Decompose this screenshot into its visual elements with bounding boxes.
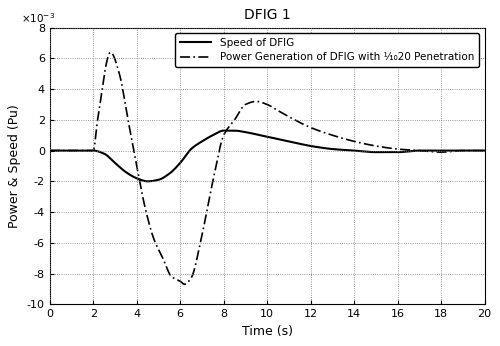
Power Generation of DFIG with ⅒20 Penetration [426,149,432,154]
Y-axis label: Power & Speed (Pu): Power & Speed (Pu) [8,104,22,228]
Title: DFIG 1: DFIG 1 [244,8,290,22]
Line: Speed of DFIG: Speed of DFIG [50,131,484,181]
Text: $\times10^{-3}$: $\times10^{-3}$ [22,11,56,25]
Speed of DFIG [144,179,150,183]
Power Generation of DFIG with ⅒20 Penetration [232,116,238,120]
Power Generation of DFIG with ⅒20 Penetration [474,148,480,153]
Power Generation of DFIG with ⅒20 Penetration [108,50,114,54]
Power Generation of DFIG with ⅒20 Penetration [214,160,220,164]
Speed of DFIG [96,150,102,154]
Speed of DFIG [47,148,53,153]
Power Generation of DFIG with ⅒20 Penetration [182,282,188,286]
Legend: Speed of DFIG, Power Generation of DFIG with ⅒20 Penetration: Speed of DFIG, Power Generation of DFIG … [175,33,480,67]
Power Generation of DFIG with ⅒20 Penetration [482,148,488,153]
Power Generation of DFIG with ⅒20 Penetration [47,148,53,153]
Speed of DFIG [214,131,220,135]
Speed of DFIG [482,148,488,153]
Speed of DFIG [426,148,432,153]
Speed of DFIG [220,129,226,133]
Power Generation of DFIG with ⅒20 Penetration [122,102,128,106]
Speed of DFIG [474,148,480,153]
Power Generation of DFIG with ⅒20 Penetration [96,106,102,110]
Line: Power Generation of DFIG with ⅒20 Penetration: Power Generation of DFIG with ⅒20 Penetr… [50,52,484,284]
Speed of DFIG [122,170,128,174]
Speed of DFIG [232,129,238,133]
X-axis label: Time (s): Time (s) [242,325,292,338]
